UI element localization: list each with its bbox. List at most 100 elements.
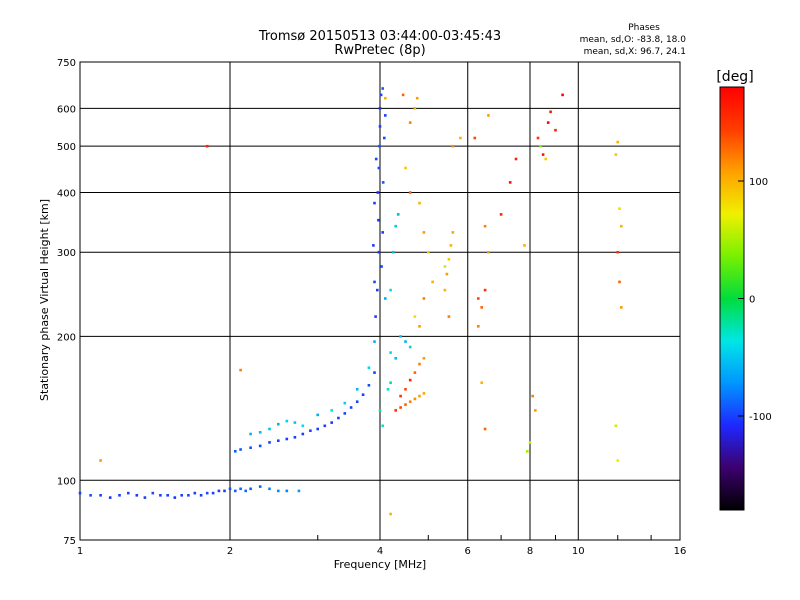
data-point xyxy=(211,491,215,495)
y-axis-label: Stationary phase Virtual Height [km] xyxy=(38,199,51,401)
data-point xyxy=(268,427,271,431)
data-point xyxy=(234,450,237,453)
data-point xyxy=(355,388,359,391)
data-point xyxy=(443,265,447,268)
data-point xyxy=(418,362,421,366)
data-point xyxy=(445,272,449,276)
data-point xyxy=(399,335,402,338)
data-point xyxy=(258,431,262,434)
data-point xyxy=(477,325,480,328)
data-point xyxy=(343,401,347,405)
data-point xyxy=(205,491,209,495)
data-point xyxy=(205,144,209,148)
data-point xyxy=(377,166,381,170)
data-point xyxy=(404,166,407,170)
data-point xyxy=(78,491,82,495)
data-point xyxy=(418,201,421,205)
data-point xyxy=(539,144,542,148)
data-point xyxy=(544,157,547,161)
data-point xyxy=(459,136,462,140)
data-point xyxy=(373,371,376,374)
data-point xyxy=(384,96,387,100)
data-point xyxy=(316,427,319,431)
data-point xyxy=(343,412,347,415)
data-point xyxy=(301,424,305,428)
data-point xyxy=(487,250,490,254)
data-point xyxy=(374,315,377,318)
data-point xyxy=(378,125,382,128)
data-point xyxy=(378,107,382,110)
data-point xyxy=(616,459,619,462)
data-point xyxy=(367,366,371,369)
colorbar-label: [deg] xyxy=(716,69,753,85)
data-point xyxy=(394,409,397,412)
data-point xyxy=(297,489,301,493)
data-point xyxy=(404,388,407,391)
data-point xyxy=(447,315,451,318)
data-point xyxy=(244,489,247,493)
data-point xyxy=(549,110,552,114)
data-point xyxy=(483,288,487,292)
data-point xyxy=(477,297,480,300)
data-point xyxy=(389,381,392,384)
data-point xyxy=(277,439,280,442)
data-point xyxy=(118,494,121,497)
colorbar-tick-label: -100 xyxy=(749,412,772,423)
data-point xyxy=(399,394,402,398)
data-point xyxy=(614,424,618,428)
data-point xyxy=(249,487,252,491)
data-point xyxy=(127,491,130,495)
colorbar-tick-label: 0 xyxy=(749,295,755,306)
data-point xyxy=(285,437,289,441)
data-point xyxy=(293,436,297,439)
data-point xyxy=(380,265,383,268)
x-tick-label: 1 xyxy=(77,546,83,557)
data-point xyxy=(239,368,242,372)
data-point xyxy=(451,231,455,234)
data-point xyxy=(480,306,483,309)
x-axis-label: Frequency [MHz] xyxy=(334,558,426,571)
data-point xyxy=(268,487,271,491)
data-point xyxy=(293,421,297,424)
data-point xyxy=(228,487,232,491)
data-point xyxy=(166,494,169,497)
data-point xyxy=(249,432,252,436)
data-point xyxy=(408,400,412,403)
data-point xyxy=(372,244,375,247)
data-point xyxy=(367,384,371,387)
data-point xyxy=(616,140,619,144)
data-points xyxy=(78,87,623,516)
data-point xyxy=(427,250,430,254)
data-point xyxy=(528,441,532,444)
y-tick-label: 600 xyxy=(57,104,76,115)
data-point xyxy=(249,446,252,449)
chart-subtitle: RwPretec (8p) xyxy=(334,43,425,58)
data-point xyxy=(389,512,392,516)
data-point xyxy=(418,394,421,398)
data-point xyxy=(616,250,619,254)
data-point xyxy=(399,406,402,409)
data-point xyxy=(99,459,102,462)
data-point xyxy=(534,409,537,412)
data-point xyxy=(483,427,487,431)
data-point xyxy=(277,489,280,493)
data-point xyxy=(379,93,383,97)
y-tick-label: 100 xyxy=(57,476,76,487)
data-point xyxy=(234,489,237,493)
data-point xyxy=(330,421,333,424)
stats-heading: Phases xyxy=(628,23,660,33)
data-point xyxy=(223,489,226,493)
x-axis-ticks: 1 2 4 6 8 10 16 xyxy=(77,546,687,557)
data-point xyxy=(514,157,518,161)
data-point xyxy=(108,496,112,499)
data-point xyxy=(323,424,327,428)
data-point xyxy=(173,496,177,499)
data-point xyxy=(180,494,183,497)
data-point xyxy=(159,494,162,497)
data-point xyxy=(413,315,417,318)
data-point xyxy=(193,491,197,495)
data-point xyxy=(404,403,407,406)
y-tick-label: 500 xyxy=(57,142,76,153)
grid-lines xyxy=(80,62,680,540)
